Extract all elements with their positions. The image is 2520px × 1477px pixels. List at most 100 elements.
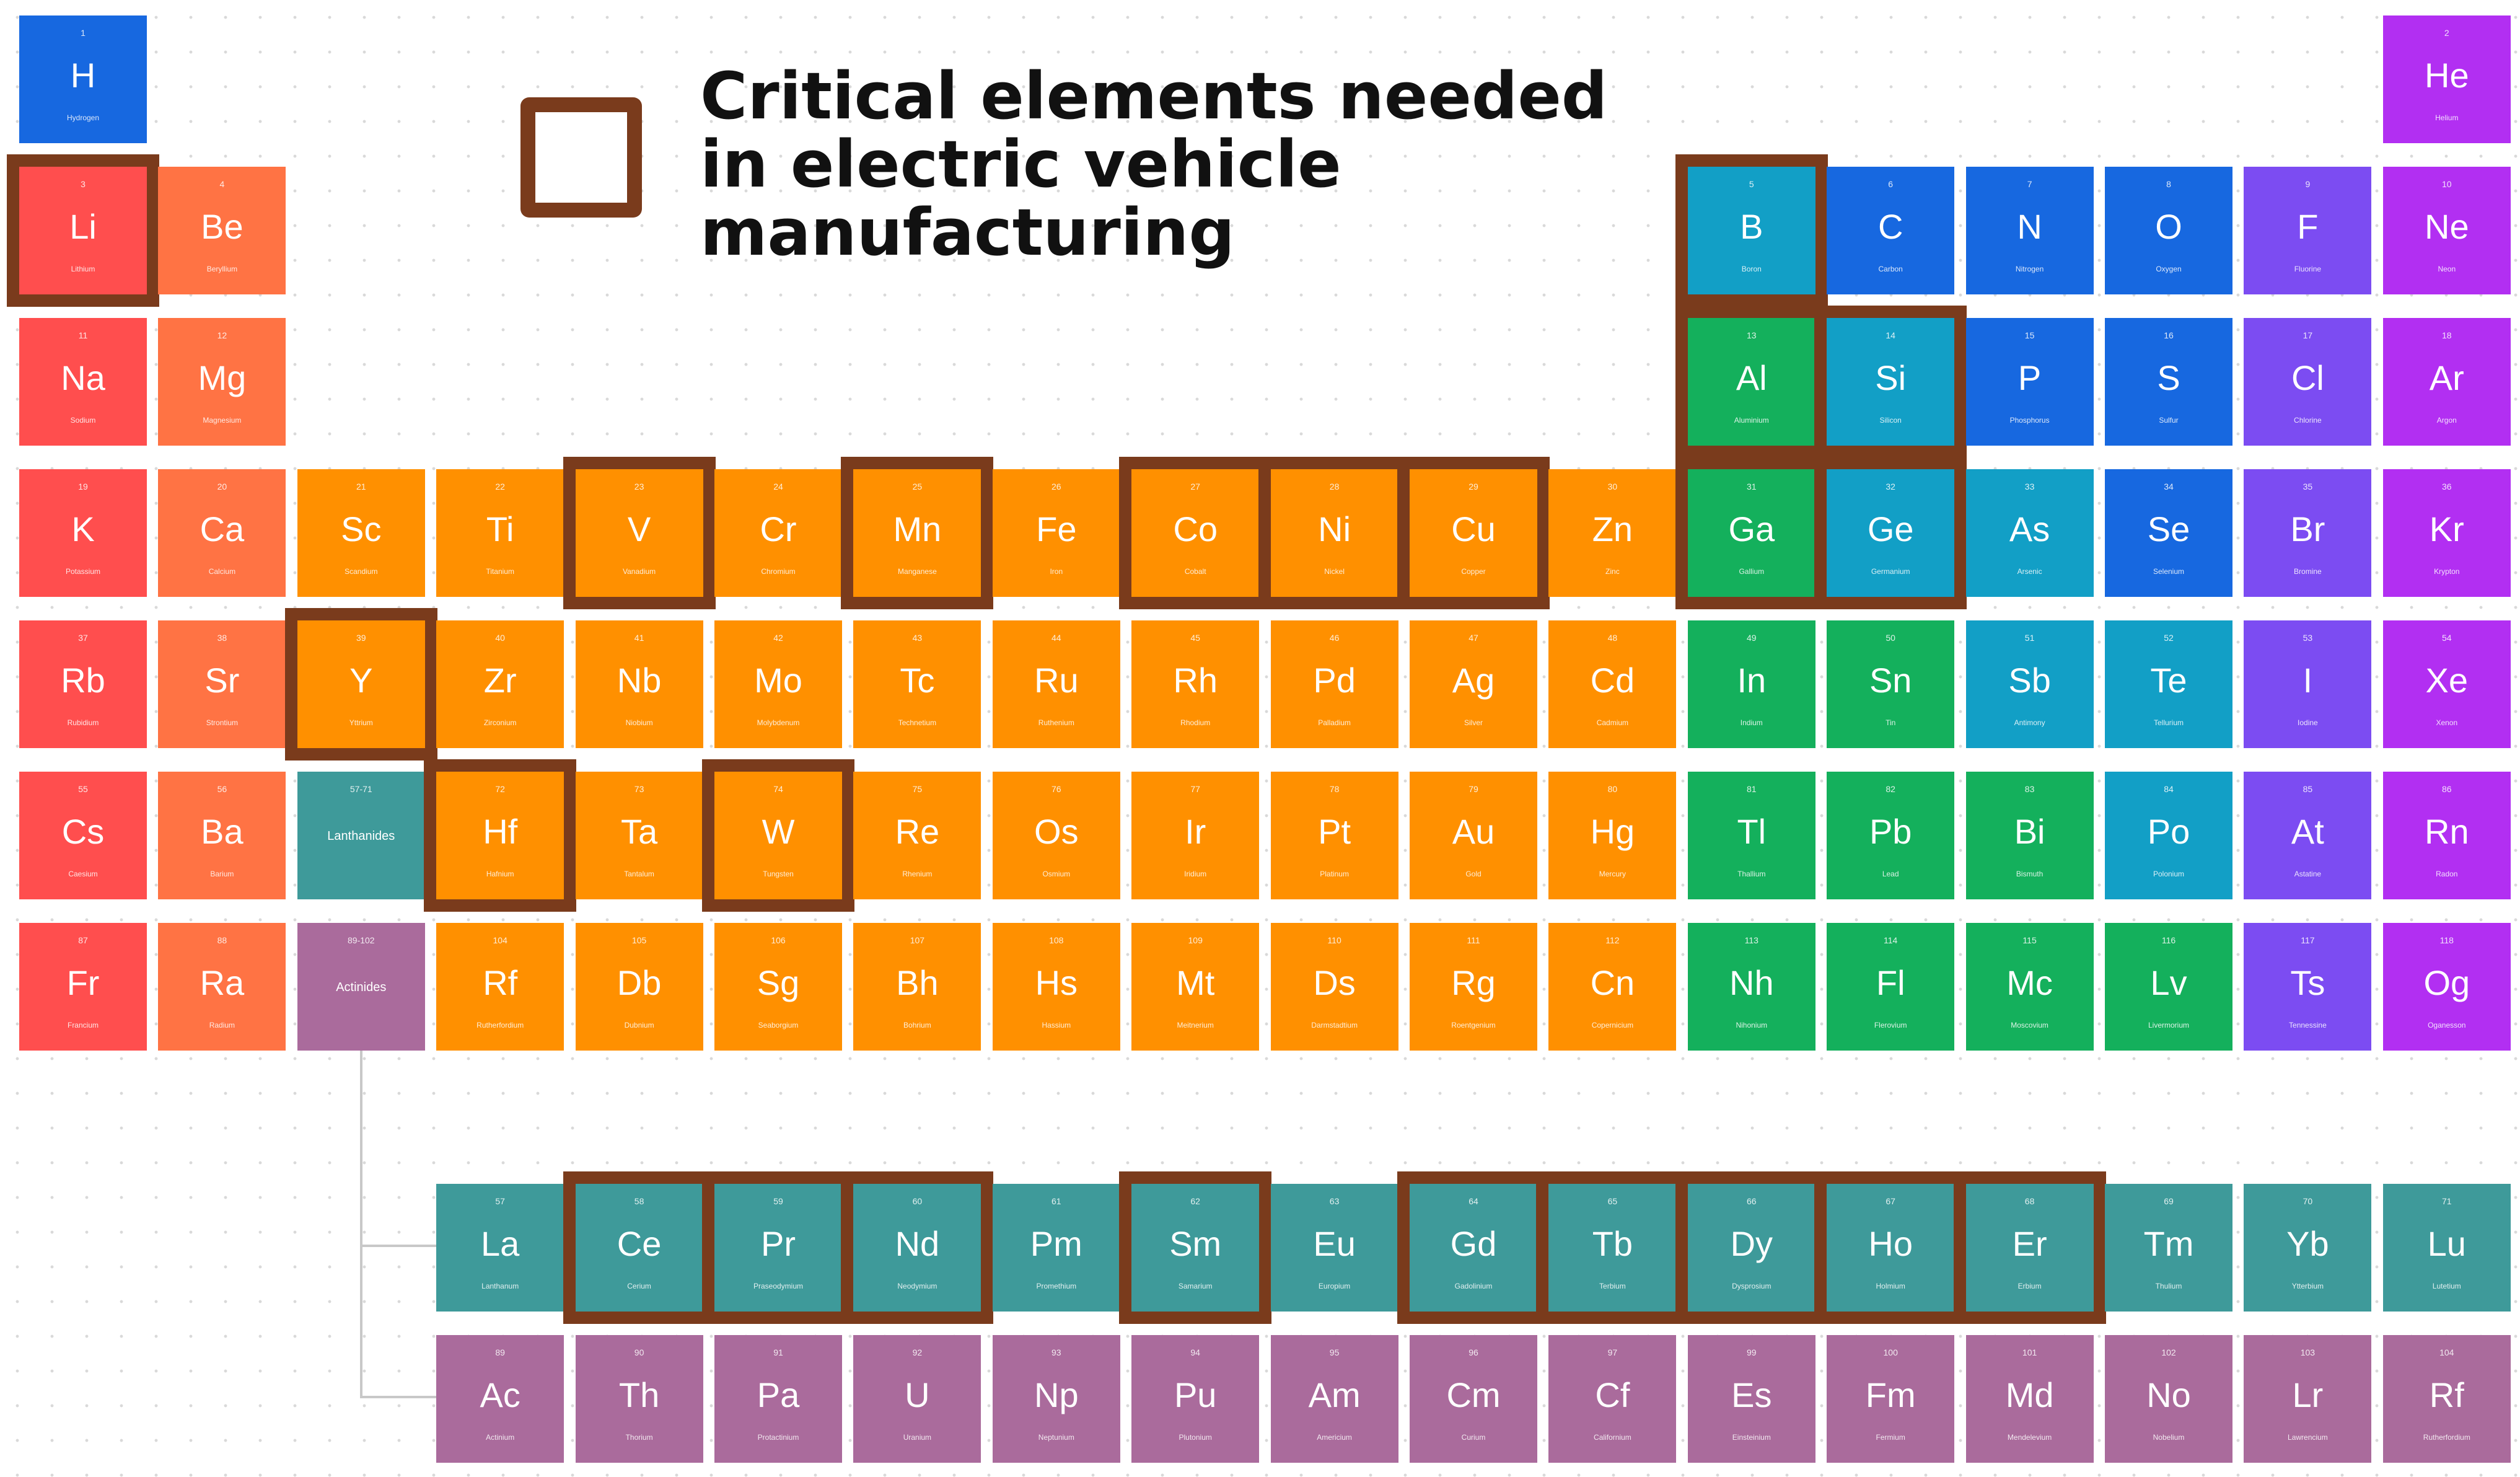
element-y: 39 Y Yttrium — [284, 608, 437, 761]
element-ga: 31 Ga Gallium — [1675, 457, 1828, 609]
atomic-number: 53 — [2303, 633, 2313, 643]
element-cu: 29 Cu Copper — [1397, 457, 1550, 609]
element-name: Cadmium — [1596, 718, 1629, 727]
element-dy-series: 66 Dy Dysprosium — [1675, 1171, 1828, 1324]
atomic-number: 47 — [1469, 633, 1478, 643]
element-symbol: Ge — [1867, 509, 1914, 549]
element-symbol: Ti — [486, 509, 514, 549]
element-name: Mendelevium — [2007, 1433, 2052, 1442]
atomic-number: 59 — [773, 1196, 783, 1206]
element-br: 35 Br Bromine — [2244, 469, 2372, 597]
element-h: 1 H Hydrogen — [19, 15, 147, 143]
element-n: 7 N Nitrogen — [1965, 167, 2094, 294]
element-name: Iridium — [1184, 870, 1207, 878]
atomic-number: 21 — [356, 482, 366, 492]
legend-line-2: in electric vehicle — [700, 126, 1341, 202]
atomic-number: 3 — [81, 179, 86, 189]
atomic-number: 68 — [2024, 1196, 2035, 1206]
element-symbol: Si — [1875, 358, 1907, 397]
element-symbol: In — [1737, 661, 1767, 700]
atomic-number: 57 — [495, 1196, 505, 1206]
atomic-number: 4 — [219, 179, 225, 189]
element-symbol: Cm — [1446, 1375, 1501, 1414]
element-rb: 37 Rb Rubidium — [19, 620, 147, 748]
atomic-number: 69 — [2164, 1196, 2174, 1206]
element-symbol: O — [2155, 207, 2182, 246]
element-name: Chromium — [761, 567, 796, 576]
element-au: 79 Au Gold — [1410, 772, 1537, 899]
element-name: Osmium — [1042, 870, 1071, 878]
element-name: Thorium — [625, 1433, 653, 1442]
element-fe: 26 Fe Iron — [992, 469, 1120, 597]
atomic-number: 78 — [1329, 784, 1340, 794]
atomic-number: 84 — [2164, 784, 2174, 794]
element-name: Americium — [1317, 1433, 1352, 1442]
element-name: Rubidium — [67, 718, 99, 727]
element-he: 2 He Helium — [2382, 15, 2511, 143]
atomic-number: 52 — [2164, 633, 2174, 643]
element-as: 33 As Arsenic — [1965, 469, 2094, 597]
element-la-series: 57 La Lanthanum — [436, 1184, 564, 1312]
element-name: Caesium — [68, 870, 98, 878]
atomic-number: 86 — [2442, 784, 2452, 794]
element-cm-series: 96 Cm Curium — [1410, 1335, 1537, 1463]
element-symbol: Fm — [1865, 1375, 1916, 1414]
element-symbol: Mo — [754, 661, 802, 700]
element-symbol: Sb — [2008, 661, 2051, 700]
element-pb: 82 Pb Lead — [1827, 772, 1955, 899]
atomic-number: 57-71 — [349, 784, 372, 794]
element-no-series: 102 No Nobelium — [2105, 1335, 2232, 1463]
atomic-number: 42 — [773, 633, 783, 643]
element-name: Scandium — [345, 567, 378, 576]
atomic-number: 89 — [495, 1347, 505, 1357]
element-ca: 20 Ca Calcium — [158, 469, 286, 597]
element-zr: 40 Zr Zirconium — [436, 620, 564, 748]
element-symbol: Hs — [1035, 963, 1078, 1002]
element-symbol: Nd — [895, 1224, 940, 1263]
element-name: Curium — [1461, 1433, 1486, 1442]
element-ir: 77 Ir Iridium — [1131, 772, 1260, 899]
element-name: Molybdenum — [757, 718, 800, 727]
element-gd-series: 64 Gd Gadolinium — [1397, 1171, 1550, 1324]
atomic-number: 56 — [217, 784, 227, 794]
element-symbol: Ts — [2290, 963, 2325, 1002]
element-name: Silicon — [1879, 416, 1902, 425]
element-sg: 106 Sg Seaborgium — [714, 923, 842, 1051]
element-name: Manganese — [898, 567, 937, 576]
element-name: Erbium — [2017, 1282, 2042, 1290]
element-name: Protactinium — [757, 1433, 799, 1442]
element-symbol: Actinides — [336, 981, 387, 994]
element-name: Nickel — [1324, 567, 1345, 576]
atomic-number: 32 — [1886, 482, 1895, 492]
element-symbol: Tl — [1737, 812, 1767, 851]
element-symbol: F — [2297, 207, 2319, 246]
atomic-number: 104 — [2439, 1347, 2454, 1357]
element-symbol: Rf — [483, 963, 518, 1002]
element-p: 15 P Phosphorus — [1965, 318, 2094, 446]
element-lr-series: 103 Lr Lawrencium — [2244, 1335, 2372, 1463]
element-name: Strontium — [206, 718, 239, 727]
element-mc: 115 Mc Moscovium — [1965, 923, 2094, 1051]
element-symbol: Nh — [1729, 963, 1774, 1002]
element-symbol: Cf — [1595, 1375, 1630, 1414]
atomic-number: 100 — [1883, 1347, 1898, 1357]
element-cl: 17 Cl Chlorine — [2244, 318, 2372, 446]
element-symbol: Pb — [1869, 812, 1912, 851]
element-name: Magnesium — [203, 416, 242, 425]
element-symbol: Er — [2012, 1224, 2047, 1263]
atomic-number: 76 — [1051, 784, 1061, 794]
atomic-number: 33 — [2024, 482, 2035, 492]
element-symbol: Hf — [483, 812, 518, 851]
element-symbol: Co — [1173, 509, 1218, 549]
element-symbol: Lv — [2150, 963, 2187, 1002]
atomic-number: 45 — [1190, 633, 1200, 643]
element-pr-series: 59 Pr Praseodymium — [702, 1171, 854, 1324]
atomic-number: 19 — [78, 482, 88, 492]
element-symbol: Md — [2005, 1375, 2054, 1414]
element-symbol: At — [2291, 812, 2324, 851]
element-symbol: Pu — [1174, 1375, 1217, 1414]
element-symbol: U — [905, 1375, 930, 1414]
atomic-number: 83 — [2024, 784, 2035, 794]
element-name: Lawrencium — [2288, 1433, 2328, 1442]
element-name: Praseodymium — [753, 1282, 804, 1290]
